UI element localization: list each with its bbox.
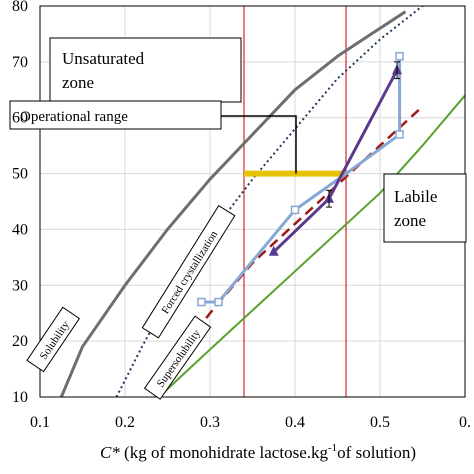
purple-path-marker — [268, 245, 279, 256]
forced-crystallization-frame — [141, 204, 236, 339]
blue-path-marker — [197, 297, 206, 307]
experimental-paths — [197, 52, 404, 307]
solubility-curve-label: Solubility — [26, 306, 81, 373]
y-tick-label: 80 — [12, 0, 28, 15]
x-tick-label: 0.5 — [370, 414, 390, 431]
labile-zone-label-line1: Labile — [394, 187, 437, 206]
solubility-label-frame — [26, 306, 81, 373]
operational-range-leader — [221, 115, 297, 174]
purple-path-line — [272, 69, 399, 253]
unsaturated-zone-label-line1: Unsaturated — [62, 49, 145, 68]
unsaturated-zone-frame — [49, 37, 242, 103]
x-axis-label-symbol: C* — [100, 443, 120, 462]
blue-path-marker — [395, 130, 404, 139]
solubility-curve — [59, 10, 407, 397]
x-axis-label-main: (kg of monohidrate lactose.kg — [120, 443, 329, 462]
y-tick-label: 20 — [12, 333, 28, 350]
x-axis-label-exponent: -1 — [328, 442, 337, 454]
forced-crystallization-curve — [166, 105, 424, 370]
y-tick-label: 40 — [12, 221, 28, 238]
axis-ticks: 0.1 0.2 0.3 0.4 0.5 0. 10 20 30 40 50 60 70 80 — [12, 0, 471, 431]
x-tick-label: 0.4 — [285, 414, 305, 431]
blue-path-marker — [214, 297, 223, 307]
labile-zone-box: Labile zone — [383, 173, 467, 243]
x-axis-label-tail: of solution) — [337, 443, 416, 462]
y-tick-label: 10 — [12, 389, 28, 406]
supersolubility-label-frame — [143, 315, 212, 400]
supersolubility-label: Supersolubility — [155, 327, 204, 389]
unsaturated-zone-box: Unsaturated zone — [49, 37, 242, 103]
operational-range-label: Operational range — [20, 109, 128, 125]
labile-zone-frame — [383, 173, 467, 243]
unsaturated-zone-label-line2: zone — [62, 73, 94, 92]
y-tick-label: 60 — [12, 110, 28, 127]
labile-zone-label-line2: zone — [394, 211, 426, 230]
x-axis-label: C* (kg of monohidrate lactose.kg-1of sol… — [100, 442, 416, 462]
x-tick-label: 0.2 — [115, 414, 135, 431]
x-tick-label: 0.1 — [30, 414, 50, 431]
y-tick-label: 70 — [12, 54, 28, 71]
supersolubility-curve — [158, 94, 465, 397]
blue-path-marker — [290, 205, 300, 215]
curves — [59, 6, 465, 397]
operational-range-box: Operational range — [9, 100, 222, 130]
blue-path-marker — [395, 52, 404, 61]
operational-range-frame — [9, 100, 222, 130]
y-tick-label: 30 — [12, 277, 28, 294]
y-tick-label: 50 — [12, 166, 28, 183]
forced-crystallization-label: Forced crystallization — [141, 204, 236, 339]
x-tick-label: 0. — [459, 414, 471, 431]
x-tick-label: 0.3 — [200, 414, 220, 431]
